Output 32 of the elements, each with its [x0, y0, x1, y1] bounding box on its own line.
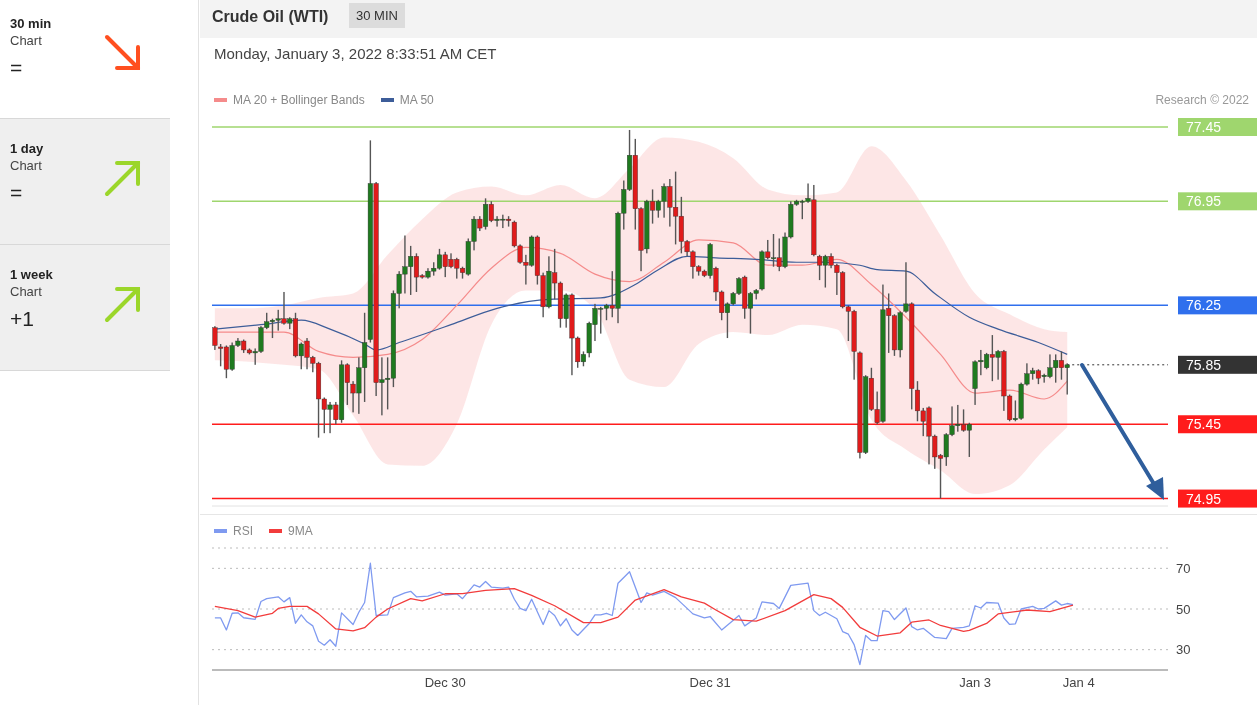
text: 30 MIN — [349, 3, 405, 28]
y-tick-label: 70 — [1176, 560, 1191, 576]
chart-title: Crude Oil (WTI) — [212, 8, 329, 26]
legend-label: MA 50 — [399, 93, 434, 107]
y-tick-label: 74.95 — [1186, 490, 1222, 507]
y-tick-label: 76.25 — [1186, 297, 1222, 314]
legend-label: MA 20 + Bollinger Bands — [233, 93, 365, 107]
x-tick-label: Dec 31 — [689, 675, 731, 691]
y-tick-label: 75.85 — [1186, 356, 1222, 373]
text: = — [10, 181, 23, 205]
text: Chart — [10, 284, 42, 299]
x-tick-label: Jan 4 — [1062, 675, 1095, 691]
legend-label: RSI — [233, 524, 254, 538]
legend-label: 9MA — [288, 524, 313, 538]
text: 1 week — [10, 267, 53, 282]
chart-subtitle: Monday, January 3, 2022 8:33:51 AM CET — [214, 45, 497, 62]
text: 1 day — [10, 141, 44, 156]
y-tick-label: 75.45 — [1186, 416, 1222, 433]
text: Research © 2022 — [1155, 93, 1249, 107]
text: Chart — [10, 33, 42, 48]
line-series — [214, 562, 1074, 666]
y-tick-label: 50 — [1176, 601, 1191, 617]
y-tick-label: 30 — [1176, 642, 1191, 658]
x-tick-label: Dec 30 — [424, 675, 466, 691]
line-series — [214, 588, 1074, 637]
y-tick-label: 77.45 — [1186, 119, 1222, 135]
text: 30 min — [10, 16, 52, 31]
text: Chart — [10, 158, 42, 173]
x-tick-label: Jan 3 — [959, 675, 991, 691]
text: = — [10, 56, 23, 80]
y-tick-label: 76.95 — [1186, 193, 1222, 210]
text: +1 — [10, 307, 34, 331]
